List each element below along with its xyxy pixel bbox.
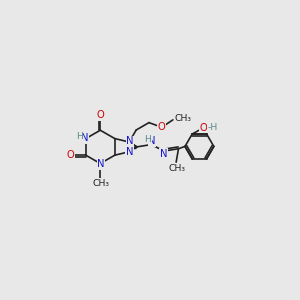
Text: O: O xyxy=(67,150,74,160)
Text: N: N xyxy=(160,149,167,159)
Text: N: N xyxy=(126,136,134,146)
Text: N: N xyxy=(97,159,105,169)
Text: N: N xyxy=(126,147,134,158)
Text: O: O xyxy=(200,122,208,133)
Text: CH₃: CH₃ xyxy=(92,179,110,188)
Text: -H: -H xyxy=(208,123,218,132)
Text: N: N xyxy=(81,133,89,143)
Text: H: H xyxy=(144,135,151,144)
Text: O: O xyxy=(96,110,104,120)
Text: H: H xyxy=(76,132,83,141)
Text: CH₃: CH₃ xyxy=(168,164,185,172)
Text: CH₃: CH₃ xyxy=(174,114,191,123)
Text: N: N xyxy=(148,136,156,146)
Text: O: O xyxy=(158,122,166,132)
